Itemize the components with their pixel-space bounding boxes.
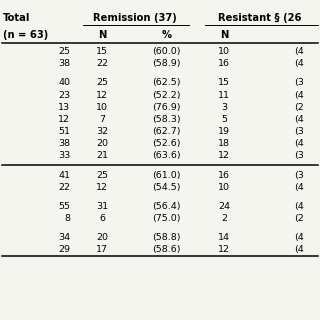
Text: 22: 22 [59, 183, 70, 192]
Text: 29: 29 [59, 245, 70, 254]
Text: (52.2): (52.2) [152, 91, 181, 100]
Text: 21: 21 [96, 151, 108, 160]
Text: 51: 51 [59, 127, 70, 136]
Text: 12: 12 [96, 91, 108, 100]
Text: 18: 18 [218, 139, 230, 148]
Text: 10: 10 [218, 47, 230, 56]
Text: (58.8): (58.8) [152, 233, 181, 242]
Text: (4: (4 [294, 59, 304, 68]
Text: (58.3): (58.3) [152, 115, 181, 124]
Text: (4: (4 [294, 233, 304, 242]
Text: 19: 19 [218, 127, 230, 136]
Text: (2: (2 [294, 214, 304, 223]
Text: 20: 20 [96, 139, 108, 148]
Text: (62.7): (62.7) [152, 127, 181, 136]
Text: (76.9): (76.9) [152, 103, 181, 112]
Text: 15: 15 [218, 78, 230, 87]
Text: 13: 13 [58, 103, 70, 112]
Text: 24: 24 [218, 202, 230, 211]
Text: (4: (4 [294, 47, 304, 56]
Text: 6: 6 [100, 214, 105, 223]
Text: 12: 12 [96, 183, 108, 192]
Text: Remission (37): Remission (37) [92, 13, 176, 23]
Text: %: % [161, 30, 172, 40]
Text: (62.5): (62.5) [152, 78, 181, 87]
Text: 25: 25 [96, 78, 108, 87]
Text: (4: (4 [294, 91, 304, 100]
Text: 25: 25 [59, 47, 70, 56]
Text: (3: (3 [294, 151, 304, 160]
Text: (58.9): (58.9) [152, 59, 181, 68]
Text: (61.0): (61.0) [152, 171, 181, 180]
Text: 15: 15 [96, 47, 108, 56]
Text: Total: Total [3, 13, 31, 23]
Text: 23: 23 [58, 91, 70, 100]
Text: 32: 32 [96, 127, 108, 136]
Text: 33: 33 [58, 151, 70, 160]
Text: 10: 10 [218, 183, 230, 192]
Text: (n = 63): (n = 63) [3, 30, 48, 40]
Text: 38: 38 [58, 139, 70, 148]
Text: (3: (3 [294, 78, 304, 87]
Text: 14: 14 [218, 233, 230, 242]
Text: (63.6): (63.6) [152, 151, 181, 160]
Text: 2: 2 [221, 214, 227, 223]
Text: (3: (3 [294, 127, 304, 136]
Text: 12: 12 [218, 151, 230, 160]
Text: 8: 8 [64, 214, 70, 223]
Text: 12: 12 [218, 245, 230, 254]
Text: 5: 5 [221, 115, 227, 124]
Text: (4: (4 [294, 115, 304, 124]
Text: N: N [220, 30, 228, 40]
Text: 25: 25 [96, 171, 108, 180]
Text: N: N [98, 30, 107, 40]
Text: 17: 17 [96, 245, 108, 254]
Text: (75.0): (75.0) [152, 214, 181, 223]
Text: (60.0): (60.0) [152, 47, 181, 56]
Text: 10: 10 [96, 103, 108, 112]
Text: 41: 41 [59, 171, 70, 180]
Text: 16: 16 [218, 59, 230, 68]
Text: 12: 12 [59, 115, 70, 124]
Text: (54.5): (54.5) [152, 183, 181, 192]
Text: (4: (4 [294, 139, 304, 148]
Text: (4: (4 [294, 245, 304, 254]
Text: 3: 3 [221, 103, 227, 112]
Text: 20: 20 [96, 233, 108, 242]
Text: (3: (3 [294, 171, 304, 180]
Text: 31: 31 [96, 202, 108, 211]
Text: (4: (4 [294, 183, 304, 192]
Text: (52.6): (52.6) [152, 139, 181, 148]
Text: (58.6): (58.6) [152, 245, 181, 254]
Text: 40: 40 [59, 78, 70, 87]
Text: 34: 34 [58, 233, 70, 242]
Text: Resistant § (26: Resistant § (26 [218, 13, 301, 23]
Text: 38: 38 [58, 59, 70, 68]
Text: (2: (2 [294, 103, 304, 112]
Text: 55: 55 [59, 202, 70, 211]
Text: 11: 11 [218, 91, 230, 100]
Text: (4: (4 [294, 202, 304, 211]
Text: 16: 16 [218, 171, 230, 180]
Text: 7: 7 [100, 115, 105, 124]
Text: 22: 22 [96, 59, 108, 68]
Text: (56.4): (56.4) [152, 202, 181, 211]
